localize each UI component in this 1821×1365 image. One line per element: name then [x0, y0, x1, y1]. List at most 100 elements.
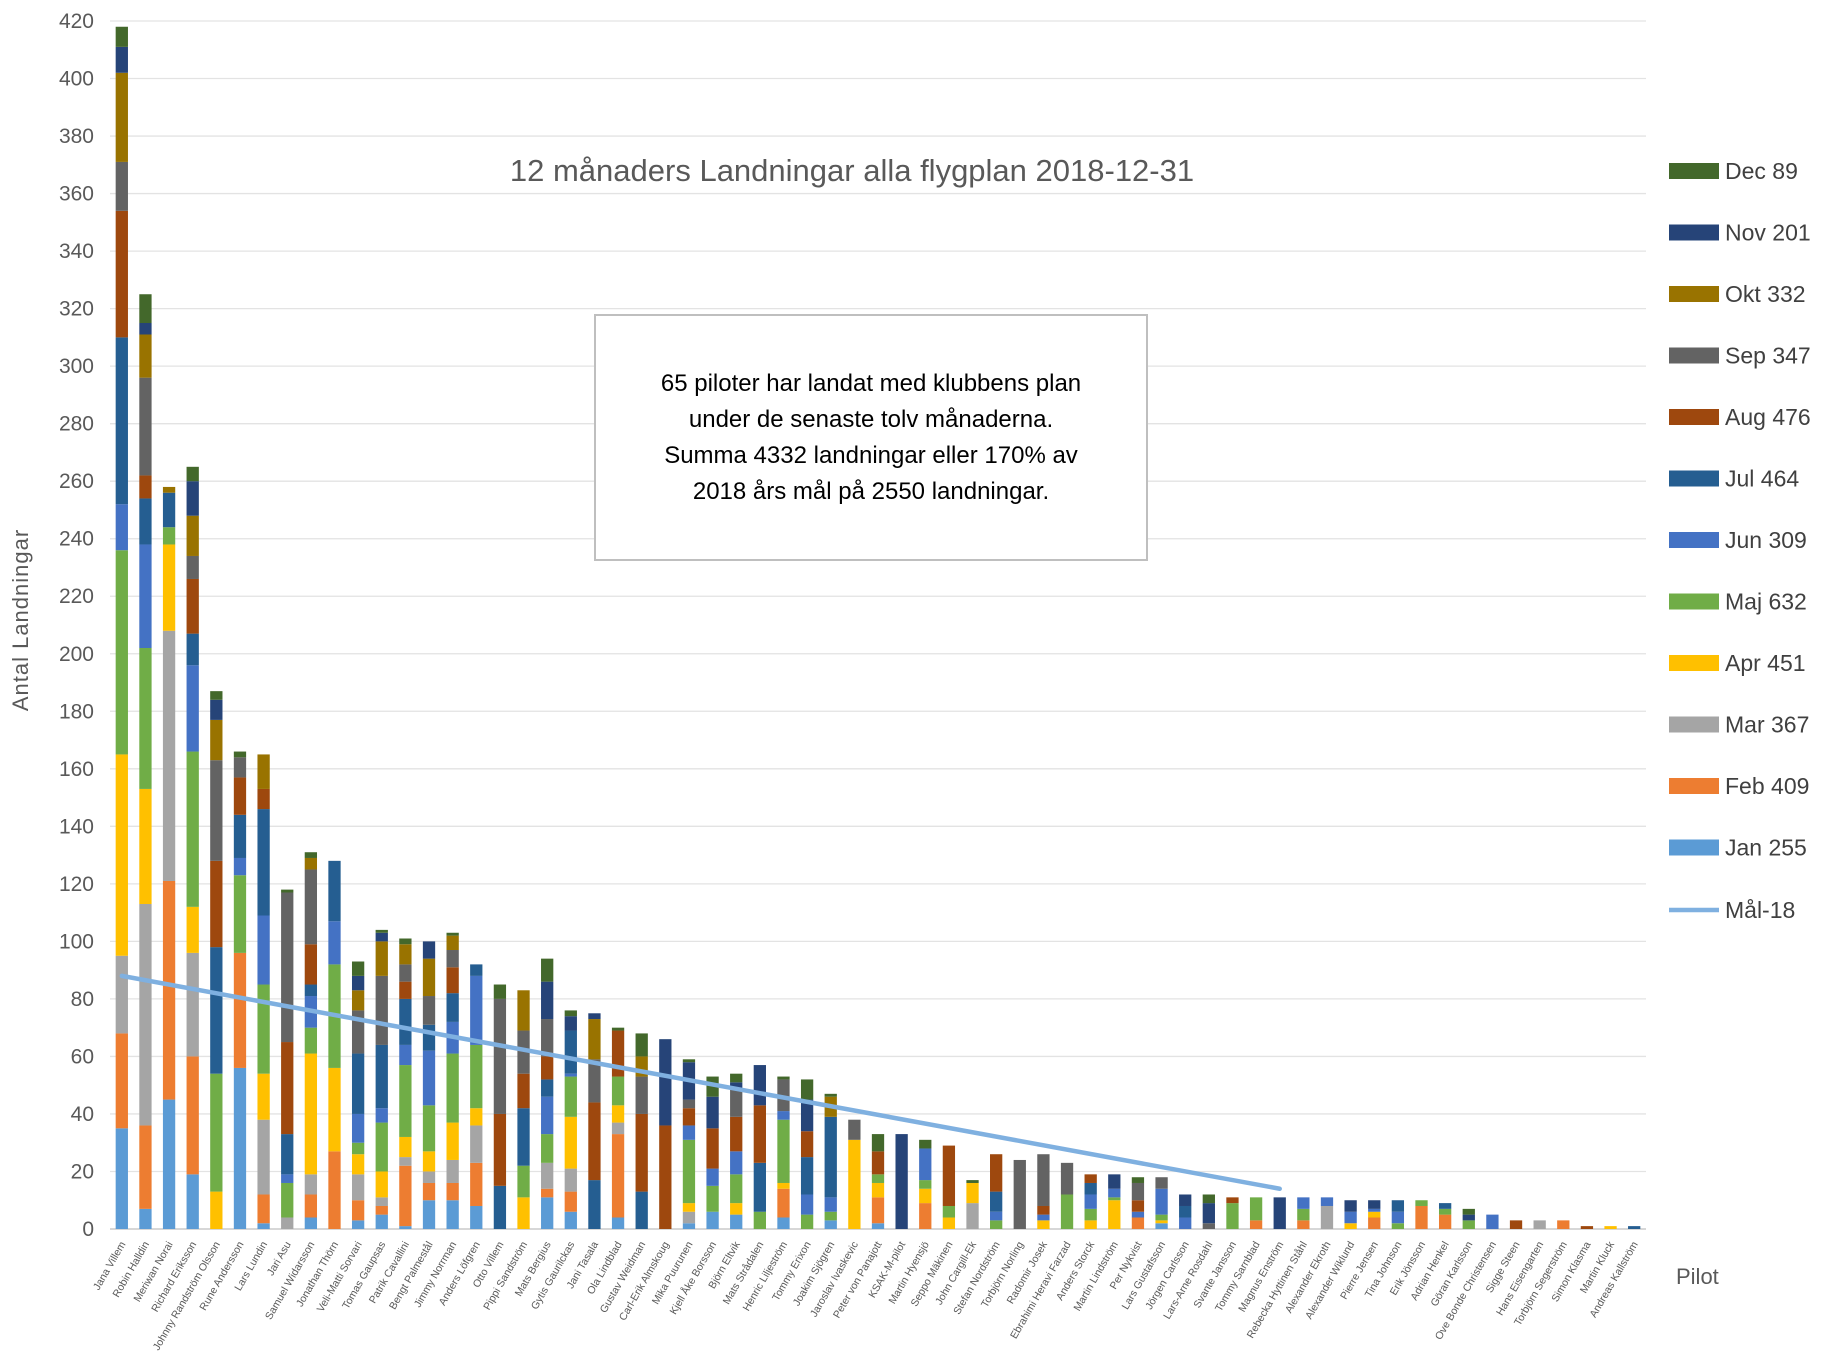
bar-segment	[1368, 1217, 1381, 1229]
bar-segment	[375, 932, 388, 942]
bar-segment	[446, 1053, 459, 1123]
bar-segment	[115, 955, 128, 1034]
bar-segment	[1155, 1214, 1168, 1221]
target-line	[119, 973, 1282, 1191]
bar-segment	[541, 1056, 554, 1080]
y-tick-label: 100	[59, 930, 94, 953]
y-tick-label: 380	[59, 125, 94, 148]
bar-segment	[1438, 1214, 1452, 1229]
bar-segment	[1438, 1203, 1452, 1209]
bar-segment	[399, 1165, 412, 1227]
bar-segment	[186, 555, 199, 579]
bar-segment	[1013, 1159, 1026, 1229]
bar-segment	[446, 1122, 459, 1160]
y-tick-label: 220	[59, 585, 94, 608]
legend-label: Mål-18	[1725, 897, 1795, 923]
bar-segment	[824, 1197, 837, 1212]
bar-segment	[446, 1159, 459, 1183]
annotation-line: 2018 års mål på 2550 landningar.	[692, 477, 1050, 505]
bar-segment	[517, 1197, 530, 1229]
bar-segment	[777, 1076, 790, 1080]
bar-segment	[824, 1093, 837, 1097]
bar-segment	[210, 1191, 223, 1229]
bar-segment	[1344, 1223, 1357, 1229]
bar-segment	[1415, 1205, 1428, 1229]
summary-annotation: 65 piloter har landat med klubbens plan …	[594, 314, 1148, 561]
bar-segment	[1344, 1200, 1357, 1212]
bar-segment	[328, 921, 341, 965]
bar-segment	[281, 1134, 294, 1175]
bar-segment	[493, 984, 507, 999]
bar-segment	[186, 1056, 199, 1175]
bar-segment	[399, 938, 412, 945]
legend-label: Aug 476	[1725, 404, 1811, 430]
bar-segment	[115, 504, 128, 551]
bar-segment	[328, 1151, 341, 1229]
bar-segment	[1037, 1214, 1050, 1221]
bar-segment	[1557, 1220, 1570, 1229]
bar-segment	[1179, 1205, 1192, 1218]
y-tick-label: 160	[59, 758, 94, 781]
bar-segment	[399, 998, 412, 1045]
bar-segment	[422, 1182, 436, 1201]
bar-segment	[753, 1105, 766, 1163]
bar-segment	[210, 699, 223, 720]
bar-segment	[588, 1180, 601, 1229]
bar-segment	[919, 1139, 932, 1149]
bar-segment	[375, 975, 388, 1045]
y-tick-label: 200	[59, 643, 94, 666]
bar-segment	[871, 1223, 885, 1229]
bar-segment	[139, 1125, 152, 1209]
bar-segment	[800, 1194, 814, 1215]
bar-segment	[564, 1073, 577, 1077]
bar-segment	[541, 1162, 554, 1189]
bar-segment	[470, 964, 483, 976]
bar-segment	[470, 1108, 483, 1126]
bar-segment	[1486, 1214, 1499, 1229]
bar-segment	[1368, 1208, 1381, 1212]
bar-segment	[139, 648, 152, 789]
bar-segment	[1249, 1197, 1263, 1221]
bar-segment	[422, 958, 436, 997]
bar-segment	[1202, 1223, 1215, 1229]
bar-segment	[162, 527, 176, 545]
bar-segment	[611, 1217, 625, 1229]
bar-segment	[139, 498, 152, 545]
bar-segment	[1131, 1182, 1145, 1201]
y-axis-title: Antal Landningar	[8, 529, 33, 711]
bar-segment	[824, 1211, 837, 1221]
bar-segment	[1108, 1188, 1121, 1198]
bar-segment	[730, 1214, 743, 1229]
bar-segment	[304, 944, 318, 985]
bar-segment	[611, 1027, 625, 1031]
bar-segment	[186, 665, 199, 752]
bar-segment	[233, 857, 247, 876]
bar-segment	[1202, 1203, 1215, 1224]
bar-segment	[871, 1197, 885, 1224]
bar-segment	[162, 486, 176, 493]
annotation-line: 65 piloter har landat med klubbens plan	[660, 369, 1082, 397]
bar-segment	[446, 1200, 459, 1229]
bar-segment	[281, 892, 294, 1043]
bar-segment	[1084, 1194, 1097, 1209]
bar-segment	[753, 1065, 766, 1106]
bar-segment	[233, 952, 247, 1068]
legend-label: Jul 464	[1725, 466, 1799, 492]
bar-segment	[233, 751, 247, 758]
bar-segment	[1155, 1223, 1168, 1229]
bar-segment	[162, 492, 176, 528]
bar-segment	[399, 1226, 412, 1229]
bar-segment	[1084, 1208, 1097, 1221]
bar-segment	[422, 1050, 436, 1106]
bar-segment	[990, 1211, 1003, 1221]
bar-segment	[1462, 1220, 1475, 1229]
bar-segment	[422, 1200, 436, 1229]
bar-segment	[233, 757, 247, 778]
bar-segment	[682, 1211, 696, 1224]
bar-segment	[541, 1197, 554, 1229]
y-tick-label: 400	[59, 68, 94, 91]
bar-segment	[1202, 1194, 1215, 1204]
bar-segment	[186, 515, 199, 556]
bar-segment	[139, 334, 152, 378]
